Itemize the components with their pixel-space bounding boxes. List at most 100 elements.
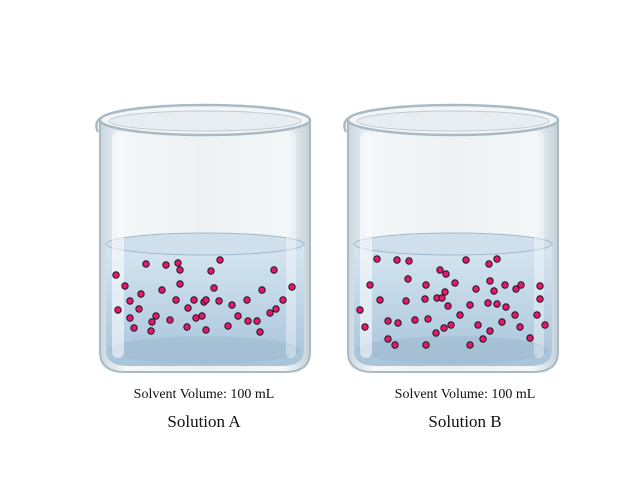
solution-a-label: Solution A bbox=[74, 412, 334, 432]
solution-b-particle bbox=[503, 304, 509, 310]
solution-b-particle bbox=[405, 276, 411, 282]
solution-b-particle bbox=[425, 316, 431, 322]
solution-b-particle bbox=[491, 288, 497, 294]
solution-b-volume: Solvent Volume: 100 mL bbox=[335, 387, 595, 403]
solution-a-particle bbox=[245, 318, 251, 324]
solution-b-particle bbox=[537, 283, 543, 289]
solution-a-particle bbox=[254, 318, 260, 324]
solution-a-particle bbox=[127, 298, 133, 304]
solution-b-particle bbox=[439, 295, 445, 301]
solution-b-particle bbox=[457, 312, 463, 318]
solution-b-particle bbox=[494, 301, 500, 307]
solution-b-particle bbox=[422, 296, 428, 302]
solution-a-particle bbox=[177, 267, 183, 273]
solution-a-particle bbox=[149, 319, 155, 325]
solution-b-particle bbox=[433, 330, 439, 336]
solution-b-particle bbox=[534, 312, 540, 318]
solution-a-particle bbox=[199, 313, 205, 319]
solution-a-particle bbox=[175, 260, 181, 266]
solution-b-particle bbox=[385, 336, 391, 342]
solution-b-particle bbox=[423, 282, 429, 288]
solution-a-particle bbox=[159, 287, 165, 293]
solution-b-particle bbox=[442, 289, 448, 295]
solution-b-particle bbox=[513, 286, 519, 292]
solution-b-particle bbox=[487, 278, 493, 284]
solution-a-particle bbox=[193, 315, 199, 321]
solution-a-particle bbox=[113, 272, 119, 278]
solution-a-particle bbox=[185, 305, 191, 311]
solution-a-particle bbox=[289, 284, 295, 290]
solution-a-particle bbox=[143, 261, 149, 267]
solution-b-particle bbox=[395, 320, 401, 326]
solution-a-particle bbox=[127, 315, 133, 321]
solution-b-label: Solution B bbox=[335, 412, 595, 432]
solution-a-particle bbox=[167, 317, 173, 323]
solution-b-particle bbox=[502, 282, 508, 288]
solution-b-particle bbox=[403, 298, 409, 304]
solution-b-particle bbox=[374, 256, 380, 262]
solution-a-particle bbox=[184, 324, 190, 330]
solution-b-particle bbox=[394, 257, 400, 263]
solution-b-particle bbox=[412, 317, 418, 323]
solution-a-particle bbox=[173, 297, 179, 303]
solution-a-particle bbox=[267, 310, 273, 316]
solution-a-volume: Solvent Volume: 100 mL bbox=[74, 387, 334, 403]
solution-a-particle bbox=[280, 297, 286, 303]
solution-a-particle bbox=[163, 262, 169, 268]
solution-a-particle bbox=[216, 298, 222, 304]
solution-a-particle bbox=[203, 297, 209, 303]
solution-a-particle bbox=[177, 281, 183, 287]
solution-b-particle bbox=[542, 322, 548, 328]
solution-a-particle bbox=[259, 287, 265, 293]
solution-b-particle bbox=[467, 342, 473, 348]
solution-b-particle bbox=[362, 324, 368, 330]
solution-a-particle bbox=[229, 302, 235, 308]
solution-b-particle bbox=[441, 325, 447, 331]
solution-a-particle bbox=[131, 325, 137, 331]
solution-b-particle bbox=[527, 335, 533, 341]
solution-b-particle bbox=[406, 258, 412, 264]
beaker-a bbox=[96, 105, 310, 372]
solution-b-particle bbox=[486, 261, 492, 267]
solution-b-particle bbox=[367, 282, 373, 288]
solution-b-particle bbox=[499, 319, 505, 325]
solution-b-particle bbox=[423, 342, 429, 348]
solution-a-particle bbox=[217, 257, 223, 263]
solution-b-particle bbox=[445, 303, 451, 309]
solution-b-particle bbox=[537, 296, 543, 302]
solution-a-particle bbox=[115, 307, 121, 313]
solution-a-particle bbox=[225, 323, 231, 329]
solution-a-particle bbox=[211, 285, 217, 291]
solution-b-particle bbox=[452, 280, 458, 286]
solution-b-particle bbox=[487, 328, 493, 334]
solution-a-particle bbox=[122, 283, 128, 289]
solution-b-particle bbox=[467, 302, 473, 308]
solution-b-particle bbox=[485, 300, 491, 306]
solution-b-particle bbox=[512, 312, 518, 318]
solution-a-particle bbox=[138, 291, 144, 297]
solution-a-particle bbox=[235, 313, 241, 319]
beaker-b bbox=[344, 105, 558, 372]
solution-b-particle bbox=[517, 324, 523, 330]
solution-b-particle bbox=[377, 297, 383, 303]
solution-a-particle bbox=[208, 268, 214, 274]
solution-a-particle bbox=[257, 329, 263, 335]
solution-a-particle bbox=[136, 306, 142, 312]
solution-b-particle bbox=[385, 318, 391, 324]
solution-a-particle bbox=[191, 297, 197, 303]
solution-b-particle bbox=[357, 307, 363, 313]
solution-b-particle bbox=[437, 267, 443, 273]
solution-b-particle bbox=[392, 342, 398, 348]
solution-b-particle bbox=[480, 336, 486, 342]
solution-b-particle bbox=[494, 256, 500, 262]
solution-b-particle bbox=[443, 271, 449, 277]
solution-a-particle bbox=[203, 327, 209, 333]
solution-b-particle bbox=[448, 322, 454, 328]
solution-a-particle bbox=[273, 306, 279, 312]
solution-a-particle bbox=[153, 313, 159, 319]
solution-a-particle bbox=[244, 297, 250, 303]
solution-a-particle bbox=[271, 267, 277, 273]
solution-b-particle bbox=[475, 322, 481, 328]
solution-a-particle bbox=[148, 328, 154, 334]
